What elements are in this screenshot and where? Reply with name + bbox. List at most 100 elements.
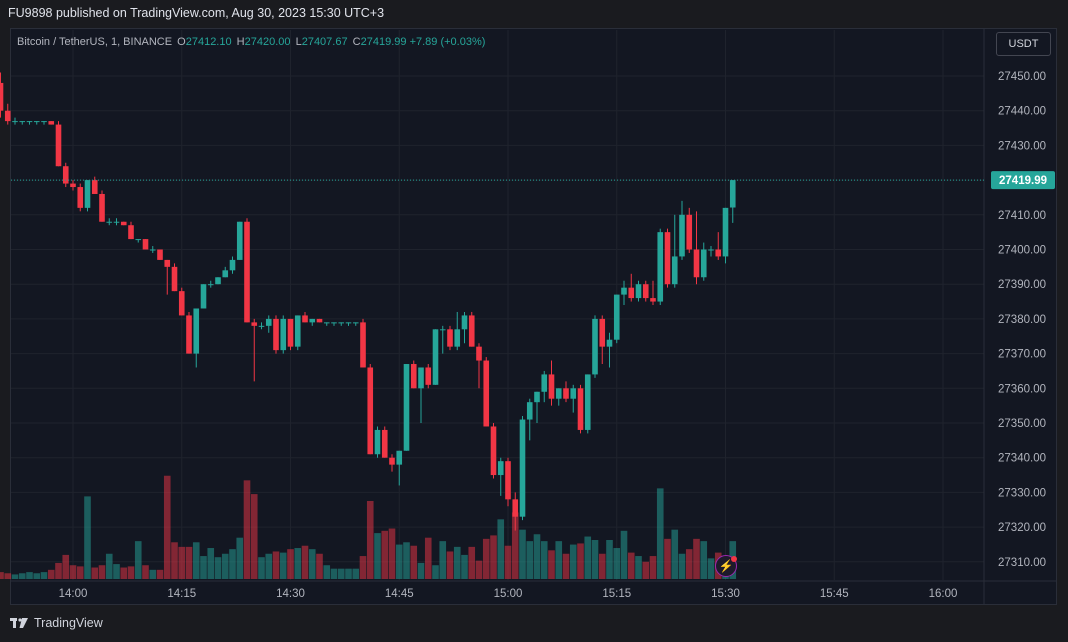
time-axis[interactable]: 14:00 14:15 14:30 14:45 15:00 15:15 15:30 15:45…	[59, 588, 958, 600]
x-tick-label: 15:45	[820, 588, 849, 600]
x-tick-label: 14:30	[276, 588, 305, 600]
candle-body	[99, 193, 105, 222]
volume-bar	[185, 546, 193, 579]
volume-bar	[163, 475, 171, 579]
footer-brand[interactable]: TradingView	[10, 616, 103, 630]
last-price-marker: 27419.99	[11, 171, 1055, 190]
candle-body	[584, 374, 591, 430]
candle-body	[432, 329, 439, 385]
candle-body	[106, 221, 113, 223]
volume-bar	[562, 553, 570, 579]
volume-bar	[265, 553, 273, 579]
volume-bar	[395, 544, 403, 579]
candle-body	[55, 124, 62, 167]
volume-bar	[664, 538, 671, 579]
candle-body	[251, 322, 258, 326]
volume-bar	[258, 557, 265, 579]
candle-body	[244, 221, 250, 323]
volume-bar	[685, 549, 693, 579]
chart-panel[interactable]	[10, 28, 1057, 605]
candle-body	[77, 187, 84, 208]
volume-bar	[540, 541, 548, 579]
candle-body	[302, 315, 308, 323]
candle-body	[215, 277, 221, 285]
x-tick-label: 15:15	[602, 588, 631, 600]
volume-bar	[47, 569, 55, 579]
candle-body	[200, 284, 207, 309]
volume-bar	[171, 542, 178, 579]
candle-body	[686, 214, 693, 250]
symbol-legend[interactable]: Bitcoin / TetherUS, 1, BINANCE O27412.10…	[17, 36, 485, 48]
candle-body	[664, 232, 671, 285]
volume-bar	[236, 537, 244, 579]
change-value: +7.89 (+0.03%)	[409, 36, 486, 48]
candle-body	[142, 239, 149, 250]
candle-body	[410, 364, 417, 389]
candle-body	[497, 461, 504, 476]
candle-body	[91, 180, 98, 194]
volume-bar	[410, 545, 418, 579]
high-label: H	[236, 36, 245, 48]
lightning-icon[interactable]: ⚡	[715, 555, 737, 577]
candle-body	[454, 329, 461, 347]
volume-bar	[91, 567, 99, 579]
candle-body	[207, 284, 214, 286]
volume-bar	[243, 480, 251, 579]
open-label: O	[177, 36, 186, 48]
candle-body	[381, 429, 388, 458]
candle-body	[178, 291, 185, 316]
candle-body	[48, 121, 55, 125]
volume-bar	[40, 572, 48, 579]
candle-body	[338, 322, 345, 324]
tradingview-logo-icon	[10, 617, 28, 629]
symbol-name: Bitcoin / TetherUS, 1, BINANCE	[17, 36, 173, 48]
candle-body	[19, 121, 26, 123]
volume-bar	[207, 548, 215, 579]
volume-bar	[555, 541, 563, 579]
x-tick-label: 14:15	[167, 588, 196, 600]
volume-bar	[84, 496, 91, 579]
candle-body	[700, 249, 707, 278]
footer-brand-text: TradingView	[34, 616, 103, 630]
candle-body	[360, 322, 366, 368]
y-tick-label: 27350.00	[998, 418, 1046, 430]
close-value: 27419.99	[360, 36, 407, 48]
volume-bar	[526, 541, 534, 579]
candle-body	[128, 225, 134, 240]
candle-body	[331, 322, 337, 324]
candle-body	[258, 325, 265, 327]
volume-bar	[330, 568, 338, 579]
candle-body	[599, 318, 606, 347]
volume-bar	[0, 572, 4, 579]
candle-body	[621, 287, 627, 295]
candle-body	[519, 419, 526, 517]
low-label: L	[295, 36, 302, 48]
volume-bar	[656, 488, 664, 579]
candle-body	[62, 166, 69, 184]
candle-body	[418, 367, 424, 389]
y-tick-label: 27340.00	[998, 453, 1046, 465]
candle-body	[657, 232, 664, 302]
volume-bar	[76, 566, 84, 579]
volume-bar	[374, 533, 381, 579]
candle-body	[447, 329, 453, 347]
candle-body	[367, 367, 374, 455]
currency-button[interactable]: USDT	[996, 32, 1051, 56]
volume-bar	[178, 546, 186, 579]
volume-bar	[134, 541, 142, 579]
volume-bar	[308, 549, 316, 579]
candle-body	[541, 374, 548, 392]
candle-body	[534, 391, 540, 403]
volume-bar	[475, 560, 483, 579]
volume-bar	[69, 565, 77, 579]
candle-body	[642, 284, 649, 299]
price-axis[interactable]: 27450.0027440.0027430.0027420.0027410.00…	[998, 71, 1046, 569]
volume-bar	[548, 550, 555, 579]
high-value: 27420.00	[244, 36, 291, 48]
candle-body	[4, 110, 11, 122]
volume-bar	[678, 553, 686, 579]
candle-body	[294, 315, 301, 347]
volume-bar	[287, 549, 294, 579]
volume-bars	[0, 475, 737, 579]
